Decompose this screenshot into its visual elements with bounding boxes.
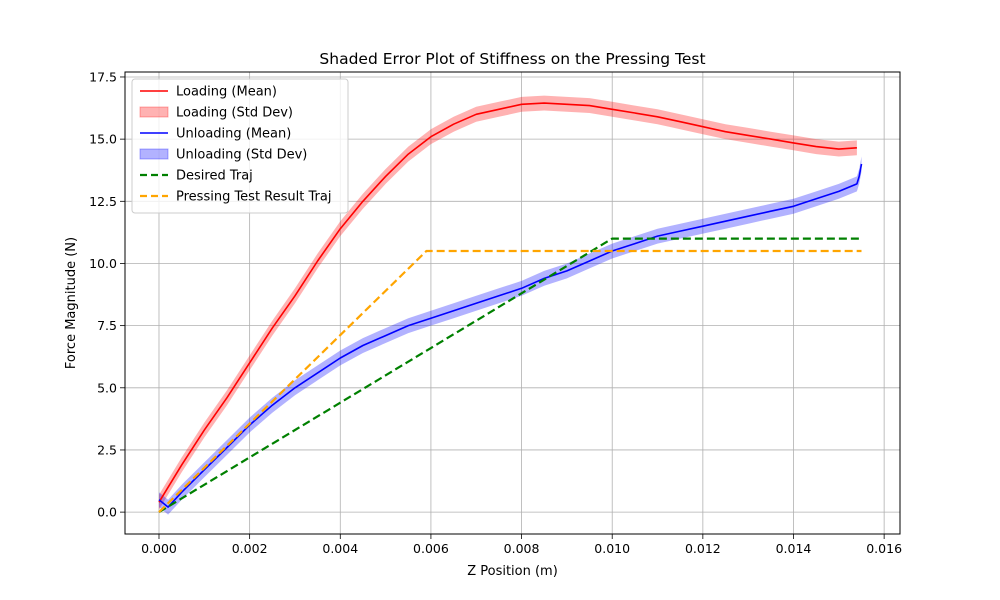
loading-std-dev-band: [159, 95, 857, 510]
x-tick-label: 0.002: [232, 541, 268, 556]
y-tick-label: 10.0: [89, 256, 117, 271]
y-tick-label: 0.0: [97, 505, 117, 520]
x-tick-label: 0.010: [594, 541, 630, 556]
x-axis-label: Z Position (m): [467, 564, 558, 579]
legend-label: Desired Traj: [176, 169, 253, 184]
loading-mean-line: [158, 102, 857, 503]
legend-label: Loading (Mean): [176, 85, 277, 100]
chart-title: Shaded Error Plot of Stiffness on the Pr…: [319, 50, 705, 68]
std-bands: [159, 95, 862, 515]
y-axis-ticks: 0.0 2.5 5.0 7.5 10.0 12.5 15.0 17.5: [89, 69, 125, 520]
legend: Loading (Mean) Loading (Std Dev) Unloading…: [131, 78, 349, 214]
legend-swatch: [139, 148, 169, 160]
legend-label: Pressing Test Result Traj: [176, 190, 331, 205]
legend-label: Unloading (Std Dev): [176, 148, 307, 163]
y-tick-label: 12.5: [89, 194, 117, 209]
legend-box: [131, 78, 349, 214]
x-tick-label: 0.008: [504, 541, 540, 556]
x-tick-label: 0.006: [413, 541, 449, 556]
desired-traj-line: [158, 237, 862, 514]
y-tick-label: 15.0: [89, 132, 117, 147]
legend-label: Unloading (Mean): [176, 127, 291, 142]
x-axis-ticks: 0.000 0.002 0.004 0.006 0.008 0.010 0.012 0.014…: [141, 534, 902, 556]
y-tick-label: 5.0: [97, 380, 117, 395]
x-tick-label: 0.004: [322, 541, 358, 556]
series-lines: [158, 102, 863, 514]
x-tick-label: 0.012: [685, 541, 721, 556]
x-tick-label: 0.016: [866, 541, 902, 556]
y-tick-label: 7.5: [97, 318, 117, 333]
legend-swatch: [139, 106, 169, 118]
plot-frame: [124, 71, 901, 535]
y-tick-label: 17.5: [89, 69, 117, 84]
pressing-test-result-traj-line: [158, 249, 862, 513]
unloading-mean-line: [158, 163, 863, 508]
x-tick-label: 0.000: [141, 541, 177, 556]
x-tick-label: 0.014: [776, 541, 812, 556]
y-tick-label: 2.5: [97, 442, 117, 457]
legend-label: Loading (Std Dev): [176, 106, 293, 121]
y-axis-label: Force Magnitude (N): [64, 237, 79, 369]
